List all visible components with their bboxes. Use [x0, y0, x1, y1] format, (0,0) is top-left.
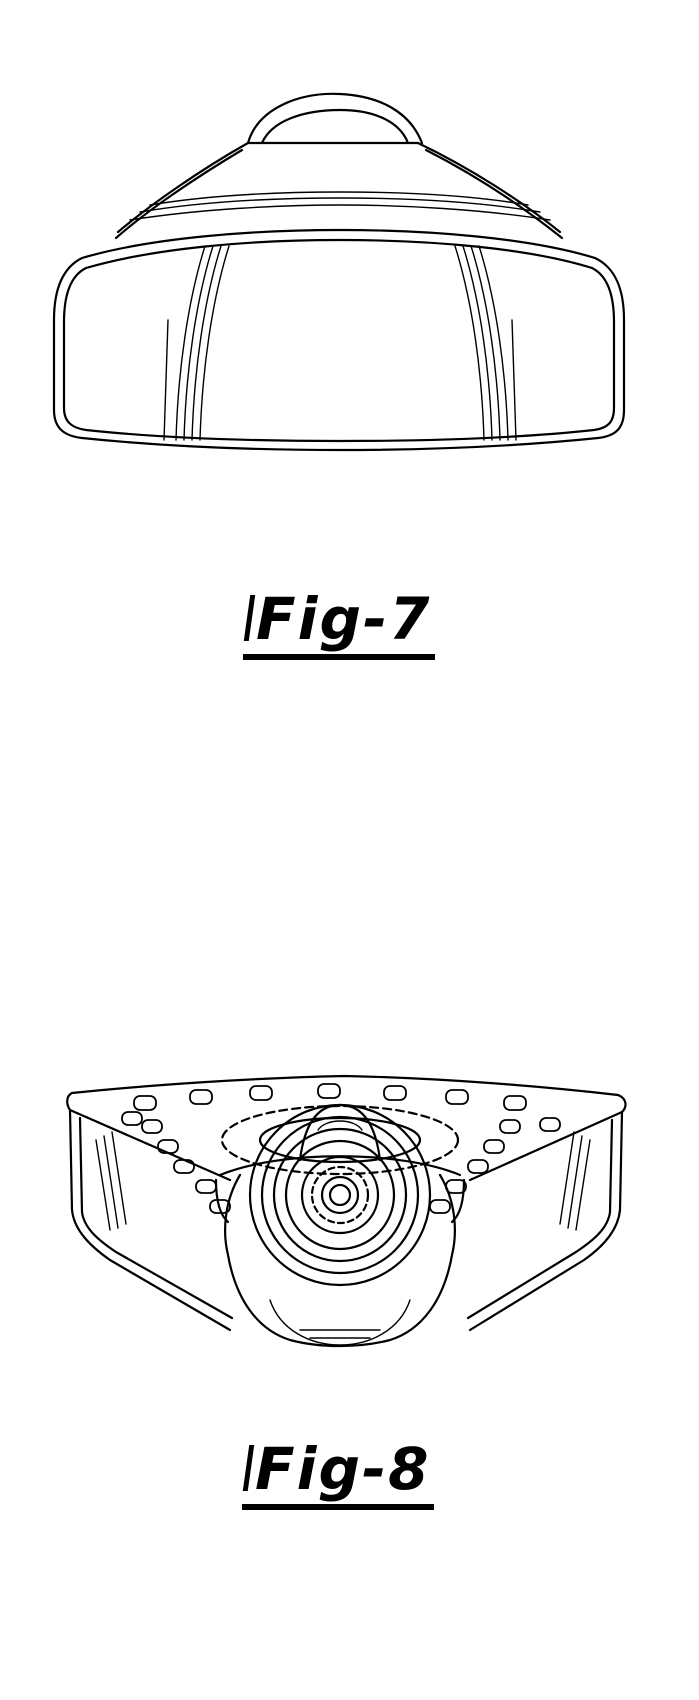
fig8-drawing [0, 1000, 699, 1700]
caption-bar-icon [244, 595, 255, 641]
figure-7-caption: Fig-7 [243, 590, 435, 660]
figure-7-caption-text: Fig-7 [256, 585, 431, 653]
figure-8-caption: Fig-8 [242, 1440, 434, 1510]
figure-8: Fig-8 [0, 1000, 699, 1700]
figure-7: Fig-7 [0, 0, 699, 700]
caption-bar-icon [243, 1445, 254, 1491]
led-array [122, 1084, 560, 1213]
figure-8-caption-text: Fig-8 [255, 1435, 430, 1503]
